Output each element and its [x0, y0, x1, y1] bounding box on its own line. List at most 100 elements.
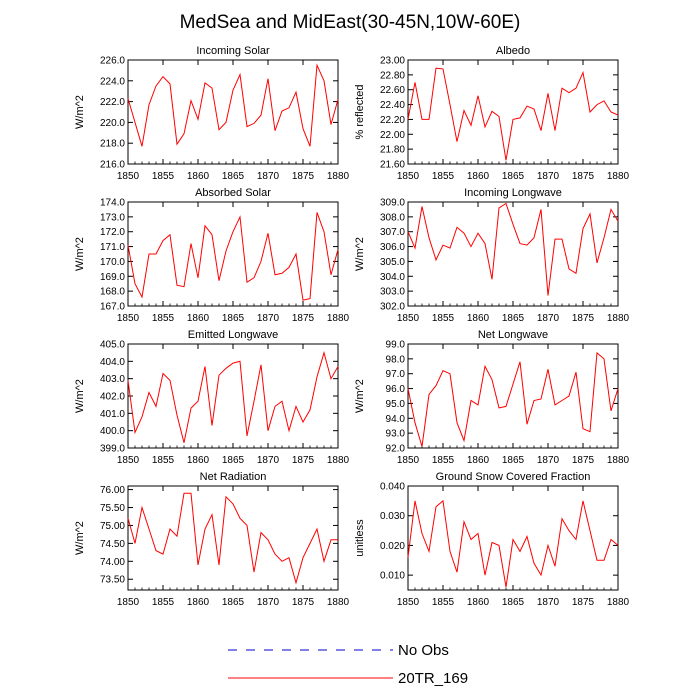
plot-frame	[407, 485, 619, 591]
y-tick-label: 173.0	[100, 212, 125, 223]
x-tick-label: 1860	[467, 597, 490, 608]
figure-title: MedSea and MidEast(30-45N,10W-60E)	[180, 12, 521, 33]
y-tick-label: 22.00	[380, 130, 405, 141]
panel-3: Incoming Longwave W/m^2 1850 1855 1860 1865 18…	[354, 187, 630, 324]
series-line	[127, 350, 339, 443]
x-tick-label: 1865	[502, 597, 525, 608]
x-tick-label: 1880	[327, 455, 350, 466]
y-tick-label: 403.0	[100, 374, 125, 385]
panel-title: Emitted Longwave	[188, 329, 279, 341]
panel-title: Net Longwave	[478, 329, 548, 341]
y-tick-label: 99.0	[386, 340, 406, 351]
legend-label-0: No Obs	[398, 642, 449, 659]
y-tick-label: 218.0	[100, 139, 125, 150]
y-tick-label: 306.0	[380, 242, 405, 253]
x-tick-label: 1870	[537, 171, 560, 182]
panel-2: Absorbed Solar W/m^2 1850 1855 1860 1865 1870 1…	[74, 187, 350, 324]
x-tick-label: 1865	[502, 313, 525, 324]
y-tick-label: 168.0	[100, 287, 125, 298]
y-tick-label: 0.040	[380, 482, 405, 493]
series-line	[127, 492, 338, 585]
x-tick-label: 1860	[467, 171, 490, 182]
x-tick-label: 1875	[572, 455, 595, 466]
x-tick-label: 1860	[467, 455, 490, 466]
x-tick-label: 1850	[117, 313, 140, 324]
x-tick-label: 1875	[572, 597, 595, 608]
y-tick-label: 0.010	[380, 571, 405, 582]
y-tick-label: 169.0	[100, 272, 125, 283]
y-tick-label: 402.0	[100, 392, 125, 403]
series-line	[127, 63, 339, 147]
x-tick-label: 1850	[397, 597, 420, 608]
panel-0: Incoming Solar W/m^2 1850 1855 1860 1865 1870 1…	[74, 45, 350, 182]
plot-frame	[407, 343, 619, 449]
y-tick-label: 170.0	[100, 257, 125, 268]
y-tick-label: 305.0	[380, 257, 405, 268]
x-tick-label: 1855	[152, 455, 175, 466]
panel-title: Incoming Solar	[196, 45, 270, 57]
y-tick-label: 75.00	[100, 521, 125, 532]
x-tick-label: 1850	[117, 171, 140, 182]
panel-title: Incoming Longwave	[464, 187, 562, 199]
y-axis-label: W/m^2	[354, 379, 366, 413]
y-tick-label: 97.0	[386, 369, 406, 380]
y-tick-label: 21.80	[380, 145, 405, 156]
x-tick-label: 1875	[572, 171, 595, 182]
x-tick-label: 1870	[537, 597, 560, 608]
x-tick-label: 1850	[117, 597, 140, 608]
series-line	[407, 67, 619, 161]
plot-frame	[407, 59, 619, 165]
panel-title: Ground Snow Covered Fraction	[436, 471, 591, 483]
x-tick-label: 1860	[467, 313, 490, 324]
y-tick-label: 74.00	[100, 557, 125, 568]
y-axis-label: W/m^2	[74, 379, 86, 413]
legend-label-1: 20TR_169	[398, 670, 468, 687]
x-tick-label: 1870	[257, 597, 280, 608]
panel-title: Net Radiation	[200, 471, 267, 483]
x-tick-label: 1850	[397, 455, 420, 466]
y-tick-label: 96.0	[386, 384, 406, 395]
y-tick-label: 172.0	[100, 227, 125, 238]
y-tick-label: 405.0	[100, 340, 125, 351]
x-tick-label: 1855	[432, 597, 455, 608]
y-tick-label: 22.60	[380, 85, 405, 96]
y-tick-label: 74.50	[100, 539, 125, 550]
x-tick-label: 1880	[607, 171, 630, 182]
y-tick-label: 167.0	[100, 302, 125, 313]
panel-6: Net Radiation W/m^2 1850 1855 1860 1865 1870 18…	[74, 471, 350, 608]
x-tick-label: 1875	[292, 313, 315, 324]
y-tick-label: 22.20	[380, 115, 405, 126]
series-line	[127, 212, 339, 301]
y-tick-label: 75.50	[100, 503, 125, 514]
legend: No Obs 20TR_169	[228, 642, 468, 687]
series-line	[407, 499, 619, 588]
y-tick-label: 92.0	[386, 444, 406, 455]
plot-frame	[127, 59, 339, 165]
x-tick-label: 1860	[187, 455, 210, 466]
x-tick-label: 1855	[432, 171, 455, 182]
panel-7: Ground Snow Covered Fraction unitless 1850…	[354, 471, 630, 608]
x-tick-label: 1875	[572, 313, 595, 324]
x-tick-label: 1865	[222, 455, 245, 466]
x-tick-label: 1870	[257, 313, 280, 324]
x-tick-label: 1865	[502, 171, 525, 182]
x-tick-label: 1875	[292, 455, 315, 466]
x-tick-label: 1875	[292, 597, 315, 608]
x-tick-label: 1850	[397, 171, 420, 182]
y-tick-label: 220.0	[100, 118, 125, 129]
x-tick-label: 1870	[537, 313, 560, 324]
x-tick-label: 1865	[222, 171, 245, 182]
x-tick-label: 1865	[222, 597, 245, 608]
x-tick-label: 1880	[607, 597, 630, 608]
x-tick-label: 1880	[607, 455, 630, 466]
y-tick-label: 22.80	[380, 70, 405, 81]
panel-5: Net Longwave W/m^2 1850 1855 1860 1865 1870 187…	[354, 329, 630, 466]
y-tick-label: 174.0	[100, 198, 125, 209]
series-line	[407, 202, 619, 296]
x-tick-label: 1855	[432, 313, 455, 324]
plot-frame	[127, 485, 339, 591]
x-tick-label: 1865	[222, 313, 245, 324]
x-tick-label: 1855	[152, 313, 175, 324]
y-tick-label: 302.0	[380, 302, 405, 313]
